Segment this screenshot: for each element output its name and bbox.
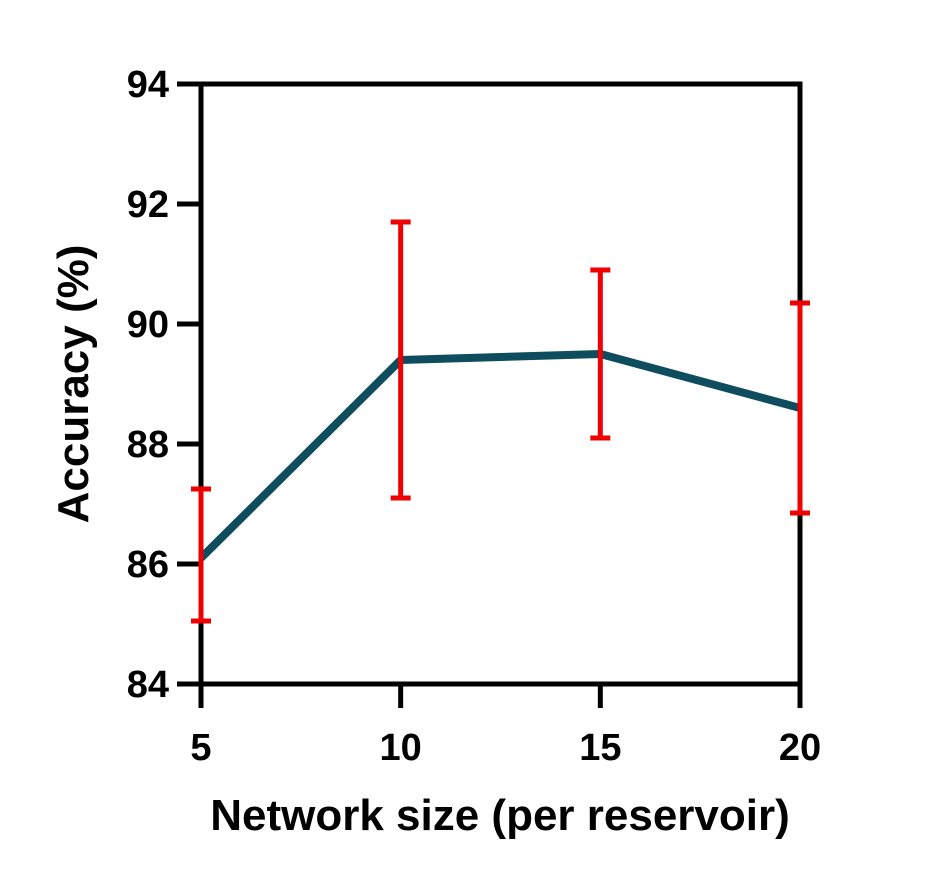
x-axis-title: Network size (per reservoir) <box>210 791 790 840</box>
x-tick-label: 15 <box>579 727 621 769</box>
y-tick-label: 86 <box>127 544 169 586</box>
x-tick-label: 5 <box>190 727 211 769</box>
y-axis-title: Accuracy (%) <box>49 245 98 524</box>
error-bar <box>390 219 411 501</box>
x-tick-label: 10 <box>380 727 422 769</box>
error-bar <box>790 300 810 516</box>
series-layer <box>191 219 810 624</box>
y-axis-ticks: 84 86 88 90 92 94 <box>127 64 201 706</box>
y-tick-label: 84 <box>127 664 169 706</box>
series-line <box>198 350 802 561</box>
y-tick-label: 90 <box>127 304 169 346</box>
y-tick-label: 92 <box>127 184 169 226</box>
x-tick-label: 20 <box>779 727 821 769</box>
error-bar <box>191 486 211 624</box>
y-tick-label: 94 <box>127 64 169 106</box>
y-tick-label: 88 <box>127 424 169 466</box>
x-axis-ticks: 5 10 15 20 <box>190 684 821 769</box>
error-bar <box>590 267 611 441</box>
